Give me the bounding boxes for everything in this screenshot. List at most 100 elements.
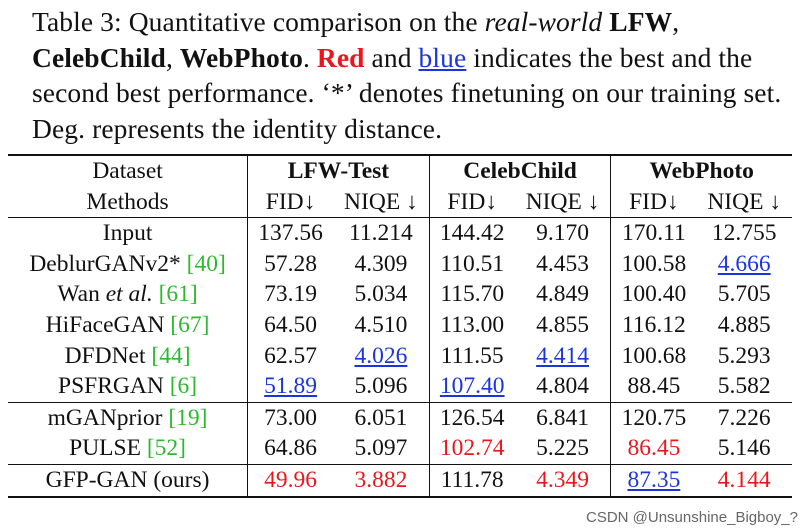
table-cell: 7.226 bbox=[717, 404, 771, 431]
table-row: PSFRGAN [6] 51.89 5.096 107.40 4.804 88.… bbox=[8, 371, 792, 403]
citation-link[interactable]: [40] bbox=[186, 250, 226, 277]
table-caption: Table 3: Quantitative comparison on the … bbox=[32, 4, 792, 146]
table-cell: 73.00 bbox=[264, 404, 318, 431]
caption-real-world: real-world bbox=[484, 6, 603, 37]
table-cell: 9.170 bbox=[514, 217, 612, 249]
table-row: DFDNet [44] 62.57 4.026 111.55 4.414 100… bbox=[8, 340, 792, 372]
method-name: PSFRGAN [6] bbox=[8, 371, 249, 403]
table-cell: 126.54 bbox=[439, 404, 505, 431]
method-label: HiFaceGAN bbox=[45, 311, 171, 338]
table-cell: 111.78 bbox=[440, 466, 504, 493]
caption-period: . bbox=[302, 41, 317, 73]
citation-link[interactable]: [19] bbox=[168, 404, 208, 431]
method-label: mGANprior bbox=[47, 404, 169, 431]
caption-webphoto: WebPhoto bbox=[179, 41, 303, 73]
method-name: DeblurGANv2* [40] bbox=[8, 248, 249, 280]
citation-link[interactable]: [52] bbox=[146, 435, 186, 462]
results-table: Dataset LFW-Test CelebChild WebPhoto Met… bbox=[8, 154, 792, 498]
caption-and: and bbox=[364, 41, 419, 73]
method-name: PULSE [52] bbox=[8, 433, 249, 465]
method-label: PULSE bbox=[69, 435, 147, 462]
table-cell: 4.885 bbox=[717, 311, 771, 338]
method-name: Input bbox=[8, 217, 249, 249]
caption-prefix: Table 3: Quantitative comparison on the bbox=[32, 6, 485, 37]
table-cell: 110.51 bbox=[440, 250, 505, 277]
table-cell: 4.855 bbox=[514, 309, 612, 341]
table-cell: 120.75 bbox=[621, 404, 687, 431]
table-cell: 64.86 bbox=[247, 433, 334, 465]
table-cell: 116.12 bbox=[622, 311, 686, 338]
table-cell-best: 4.144 bbox=[717, 466, 771, 493]
table-cell-best: 49.96 bbox=[264, 466, 318, 493]
group-webphoto: WebPhoto bbox=[649, 158, 754, 184]
table-cell: 12.755 bbox=[711, 220, 777, 247]
table-cell: 113.00 bbox=[440, 311, 505, 338]
table-row: mGANprior [19] 73.00 6.051 126.54 6.841 … bbox=[8, 402, 792, 434]
table-cell-second-best: 107.40 bbox=[429, 371, 515, 403]
table-cell: 100.40 bbox=[621, 281, 687, 308]
method-label: Wan bbox=[57, 281, 106, 308]
caption-blue-word: blue bbox=[418, 41, 467, 73]
table-row: Input 137.56 11.214 144.42 9.170 170.11 … bbox=[8, 217, 792, 249]
watermark: CSDN @Unsunshine_Bigboy_? bbox=[585, 509, 798, 526]
header-row-metrics: Methods FID↓ NIQE ↓ FID↓ NIQE ↓ FID↓ NIQ… bbox=[8, 186, 792, 219]
table-cell: 6.051 bbox=[333, 402, 430, 434]
table-cell-second-best: 51.89 bbox=[247, 371, 334, 403]
table-row: HiFaceGAN [67] 64.50 4.510 113.00 4.855 … bbox=[8, 309, 792, 341]
table-cell: 5.034 bbox=[333, 279, 430, 310]
table-cell: 144.42 bbox=[439, 220, 505, 247]
table-cell: 6.841 bbox=[514, 402, 612, 434]
table-cell: 11.214 bbox=[333, 217, 430, 249]
table-row: DeblurGANv2* [40] 57.28 4.309 110.51 4.4… bbox=[8, 248, 792, 280]
table-cell: 4.510 bbox=[333, 309, 430, 341]
method-label-italic: et al. bbox=[105, 281, 153, 308]
table-cell-best: 3.882 bbox=[333, 464, 430, 497]
citation-link[interactable]: [67] bbox=[170, 311, 210, 338]
table-cell: 5.225 bbox=[514, 433, 612, 465]
table-cell-second-best: 4.026 bbox=[333, 340, 430, 372]
dataset-label: Dataset bbox=[8, 155, 249, 187]
caption-lfw: LFW bbox=[609, 6, 673, 37]
method-name: GFP-GAN (ours) bbox=[8, 464, 249, 497]
metric-header: FID↓ bbox=[429, 186, 515, 219]
table-cell: 100.68 bbox=[621, 342, 687, 369]
table-cell: 137.56 bbox=[258, 220, 323, 247]
table-cell: 5.293 bbox=[717, 342, 771, 369]
method-label: PSFRGAN bbox=[58, 373, 170, 400]
citation-link[interactable]: [61] bbox=[158, 281, 198, 308]
group-lfw-test: LFW-Test bbox=[247, 155, 430, 187]
table-cell: 115.70 bbox=[440, 281, 505, 308]
table-cell: 73.19 bbox=[264, 281, 318, 308]
table-cell: 170.11 bbox=[622, 220, 686, 247]
table-cell: 4.849 bbox=[514, 279, 612, 310]
method-name: DFDNet [44] bbox=[8, 340, 249, 372]
table-cell-second-best: 4.666 bbox=[717, 250, 771, 277]
method-name: HiFaceGAN [67] bbox=[8, 309, 249, 341]
caption-red-word: Red bbox=[316, 41, 365, 73]
citation-link[interactable]: [6] bbox=[169, 373, 198, 400]
table-cell-best: 102.74 bbox=[429, 433, 515, 465]
method-label: Input bbox=[102, 220, 153, 247]
method-label: DFDNet bbox=[64, 342, 152, 369]
table-cell: 4.804 bbox=[514, 371, 612, 403]
table-cell: 5.097 bbox=[333, 433, 430, 465]
table-cell: 5.582 bbox=[696, 371, 792, 403]
caption-comma: , bbox=[165, 41, 180, 73]
caption-comma: , bbox=[672, 6, 680, 37]
caption-rest: indicates the best and the second best p… bbox=[32, 41, 782, 144]
table-cell: 4.309 bbox=[333, 248, 430, 280]
table-cell: 88.45 bbox=[610, 371, 697, 403]
table-cell: 62.57 bbox=[264, 342, 318, 369]
metric-header: NIQE ↓ bbox=[696, 186, 792, 219]
metric-header: NIQE ↓ bbox=[514, 186, 612, 219]
method-name: mGANprior [19] bbox=[8, 402, 249, 434]
method-name: Wan et al. [61] bbox=[8, 279, 249, 310]
table-row: Wan et al. [61] 73.19 5.034 115.70 4.849… bbox=[8, 279, 792, 310]
citation-link[interactable]: [44] bbox=[151, 342, 191, 369]
table-cell: 100.58 bbox=[621, 250, 687, 277]
table-row-ours: GFP-GAN (ours) 49.96 3.882 111.78 4.349 … bbox=[8, 464, 792, 497]
group-celebchild: CelebChild bbox=[429, 155, 612, 187]
metric-header: FID↓ bbox=[247, 186, 334, 219]
metric-header: NIQE ↓ bbox=[333, 186, 430, 219]
methods-label: Methods bbox=[8, 186, 249, 219]
